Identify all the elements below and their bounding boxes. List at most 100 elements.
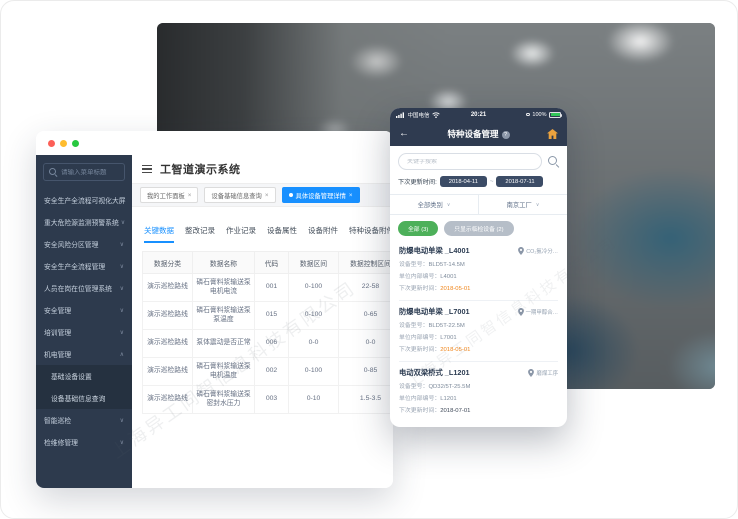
phone-search-input[interactable] — [407, 158, 533, 165]
tab-work-records[interactable]: 作业记录 — [226, 226, 256, 235]
cell-name: 磷石膏料浆输送泵密封水压力 — [192, 385, 255, 414]
equipment-title: 防爆电动单梁 _L7001 — [399, 307, 470, 316]
sidebar-item-risk-zone[interactable]: 安全风险分区管理 ∨ — [36, 233, 132, 255]
sidebar-search[interactable] — [43, 163, 125, 181]
wifi-icon — [432, 111, 440, 118]
sidebar-item-training[interactable]: 培训管理 ∨ — [36, 321, 132, 343]
back-arrow-icon[interactable]: ← — [399, 128, 409, 139]
sidebar-search-input[interactable] — [61, 168, 119, 176]
close-icon[interactable]: × — [264, 191, 269, 199]
next-date-value: 2018-07-01 — [440, 408, 471, 414]
code-value: L4001 — [440, 274, 457, 280]
equipment-location: 一期甲醇合… — [525, 310, 558, 316]
col-header: 数据控制区间 — [338, 251, 393, 274]
clock-label: 20:21 — [470, 111, 487, 118]
chevron-down-icon: ∨ — [446, 201, 451, 208]
date-to-button[interactable]: 2018-07-11 — [496, 176, 544, 187]
close-window-button[interactable] — [48, 139, 55, 147]
sidebar-item-label: 安全生产全流程管理 — [44, 264, 106, 271]
sidebar-submenu: 基础设备设置 设备基础信息查询 — [36, 365, 132, 409]
location-pin-icon — [517, 308, 524, 316]
search-icon[interactable] — [548, 156, 559, 167]
table-row[interactable]: 演示巡检路线 泵体震动是否正常 006 0-0 0-0 — [142, 329, 393, 358]
cell-category: 演示巡检路线 — [142, 385, 193, 414]
category-dropdown[interactable]: 全部类别 ∨ — [390, 195, 478, 214]
equipment-list: 防爆电动单梁 _L4001 CO₂氨冷分… 设备型号：BLD5T-14.5M 单… — [390, 240, 567, 422]
phone-search-row — [390, 146, 567, 175]
tab-chip-label: 具体设备管理详情 — [295, 192, 346, 200]
zoom-window-button[interactable] — [72, 139, 79, 147]
tab-key-data[interactable]: 关键数据 — [144, 225, 174, 243]
minimize-window-button[interactable] — [60, 139, 67, 147]
sidebar-item-label: 安全生产全流程可视化大屏 — [44, 198, 126, 205]
sidebar-item-label: 安全管理 — [44, 308, 72, 315]
phone-title-text: 特种设备管理 — [447, 128, 499, 139]
sidebar-subitem-base-equipment[interactable]: 基础设备设置 — [36, 365, 132, 387]
sidebar-item-maintenance[interactable]: 检维修管理 ∨ — [36, 431, 132, 453]
cell-code: 015 — [254, 301, 289, 330]
filter-chip-due-only[interactable]: 只显示临检设备 (2) — [444, 221, 514, 236]
phone-status-bar: 中国电信 20:21 100% — [390, 108, 567, 121]
table-row[interactable]: 演示巡检路线 磷石膏料浆输送泵密封水压力 003 0-10 1.5-3.5 — [142, 385, 393, 414]
tab-rectification[interactable]: 整改记录 — [185, 226, 215, 235]
sidebar: 安全生产全流程可视化大屏 重大危险源监测预警系统 ∨ 安全风险分区管理 ∨ 安全… — [36, 155, 132, 488]
close-icon[interactable]: × — [187, 191, 192, 199]
chevron-down-icon: ∨ — [119, 241, 124, 248]
search-icon — [49, 168, 57, 176]
cell-range: 0-10 — [288, 385, 339, 414]
table-row[interactable]: 演示巡检路线 磷石膏料浆输送泵泵温度 015 0-100 0-65 — [142, 301, 393, 330]
chevron-down-icon: ∨ — [119, 439, 124, 446]
sidebar-item-hazard-monitor[interactable]: 重大危险源监测预警系统 ∨ — [36, 211, 132, 233]
equipment-card[interactable]: 防爆电动单梁 _L7001 一期甲醇合… 设备型号：BLD5T-22.5M 单位… — [399, 301, 558, 362]
model-label: 设备型号： — [399, 384, 429, 390]
sidebar-subitem-equipment-info-query[interactable]: 设备基础信息查询 — [36, 387, 132, 409]
location-pin-icon — [518, 247, 525, 255]
date-filter-label: 下次更新时间: — [398, 179, 437, 186]
sidebar-item-label: 安全风险分区管理 — [44, 242, 99, 249]
date-from-button[interactable]: 2018-04-11 — [439, 176, 487, 187]
sidebar-item-electromechanical[interactable]: 机电管理 ∧ — [36, 343, 132, 365]
table-row[interactable]: 演示巡检路线 磷石膏料浆输送泵电机温度 002 0-100 0-85 — [142, 357, 393, 386]
tilde-separator: ~ — [489, 178, 494, 185]
next-date-label: 下次更新时间： — [399, 286, 441, 292]
sidebar-item-safety-process[interactable]: 安全生产全流程管理 ∨ — [36, 255, 132, 277]
table-header-row: 数据分类 数据名称 代码 数据区间 数据控制区间 — [142, 251, 393, 274]
chevron-down-icon: ∨ — [119, 307, 124, 314]
home-icon[interactable] — [547, 128, 558, 139]
tab-chip-label: 设备基础信息查询 — [211, 192, 262, 200]
model-label: 设备型号： — [399, 323, 429, 329]
hamburger-menu-icon[interactable] — [142, 164, 152, 174]
cell-category: 演示巡检路线 — [142, 329, 193, 358]
cell-name: 泵体震动是否正常 — [192, 329, 255, 358]
sidebar-item-safety-mgmt[interactable]: 安全管理 ∨ — [36, 299, 132, 321]
phone-search-field[interactable] — [398, 153, 542, 170]
sidebar-item-smart-inspection[interactable]: 智能巡检 ∨ — [36, 409, 132, 431]
tab-attachments[interactable]: 设备附件 — [308, 226, 338, 235]
tab-chip-equipment-query[interactable]: 设备基础信息查询 × — [204, 187, 276, 203]
equipment-card[interactable]: 电动双梁桥式 _L1201 磨煤工序 设备型号：QD32/5T-25.5M 单位… — [399, 362, 558, 422]
next-date-value: 2018-05-01 — [440, 286, 471, 292]
chevron-down-icon: ∨ — [535, 201, 540, 208]
close-icon[interactable]: × — [348, 191, 353, 199]
window-titlebar — [36, 131, 393, 155]
cell-range: 0-100 — [288, 301, 339, 330]
help-badge-icon[interactable]: ? — [501, 130, 510, 139]
active-dot-icon — [288, 193, 293, 197]
tab-chip-label: 我的工作面板 — [147, 192, 185, 200]
sidebar-item-visual-dashboard[interactable]: 安全生产全流程可视化大屏 — [36, 189, 132, 211]
equipment-title: 电动双梁桥式 _L1201 — [399, 368, 470, 377]
sidebar-item-label: 设备基础信息查询 — [51, 396, 106, 403]
tab-chip-equipment-detail-active[interactable]: 具体设备管理详情 × — [281, 187, 360, 203]
table-row[interactable]: 演示巡检路线 磷石膏料浆输送泵电机电流 001 0-100 22-58 — [142, 273, 393, 302]
tab-chip-workbench[interactable]: 我的工作面板 × — [140, 187, 199, 203]
equipment-card[interactable]: 防爆电动单梁 _L4001 CO₂氨冷分… 设备型号：BLD5T-14.5M 单… — [399, 240, 558, 301]
tab-equipment-attrs[interactable]: 设备属性 — [267, 226, 297, 235]
tab-special-attachments[interactable]: 特种设备附件 — [349, 226, 393, 235]
sidebar-item-personnel[interactable]: 人员在岗在位管理系统 ∨ — [36, 277, 132, 299]
sidebar-item-label: 智能巡检 — [44, 418, 72, 425]
filter-chip-all[interactable]: 全部 (3) — [398, 221, 439, 236]
code-value: L1201 — [440, 396, 457, 402]
filter-chips-row: 全部 (3) 只显示临检设备 (2) — [390, 215, 567, 240]
factory-dropdown[interactable]: 南京工厂 ∨ — [478, 195, 567, 214]
key-data-table: 数据分类 数据名称 代码 数据区间 数据控制区间 演示巡检路线 磷石膏料浆输送泵… — [142, 251, 393, 414]
